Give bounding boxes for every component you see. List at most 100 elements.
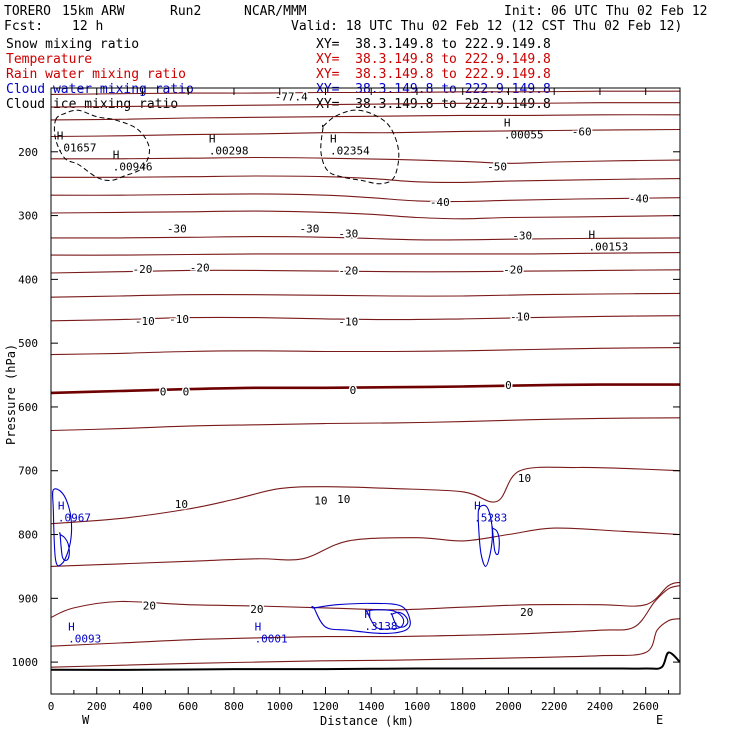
maximum-value: .01657 (57, 141, 97, 154)
y-tick-label: 1000 (12, 656, 39, 669)
maximum-value: .0093 (68, 633, 101, 646)
temperature-label: -10 (510, 311, 530, 324)
temperature-contour-m50 (51, 156, 680, 164)
temperature-contour-m55 (51, 128, 680, 138)
maximum-marker: H (209, 133, 216, 146)
x-tick-label: 1000 (266, 700, 293, 713)
temperature-contour-m60 (51, 114, 680, 121)
temperature-label: -77.4 (275, 91, 308, 104)
x-tick-label: 1600 (404, 700, 431, 713)
x-tick-label: 2400 (587, 700, 614, 713)
maximum-marker: H (113, 149, 120, 162)
temperature-label: -20 (190, 262, 210, 275)
temperature-labels: -77.4 -60 -50 -40 -40 -30 -30 -30 -30 -20 -20 -20 -2… (131, 89, 650, 620)
temperature-contour-m10 (51, 315, 680, 322)
y-tick-label: 700 (18, 465, 38, 478)
temperature-label: -20 (133, 263, 153, 276)
temperature-label: 10 (337, 493, 350, 506)
maximum-value: .00055 (504, 129, 544, 142)
field-name-cloud-ice: Cloud ice mixing ratio (6, 97, 179, 112)
field-xy-rain: XY= 38.3.149.8 to 222.9.149.8 (316, 67, 551, 82)
temperature-label: -20 (338, 265, 358, 278)
x-axis-title: Distance (km) (320, 714, 414, 728)
cloud-water-contours (51, 488, 500, 634)
x-tick-label: 2600 (632, 700, 659, 713)
temperature-contour-15 (51, 527, 680, 567)
temperature-label: -60 (572, 126, 592, 139)
y-axis-title: Pressure (hPa) (4, 344, 18, 445)
maximum-marker: H (255, 621, 262, 634)
grid-spacing: 15km ARW (62, 4, 125, 19)
temperature-label: -40 (629, 193, 649, 206)
cloud-water-contour-4 (311, 602, 411, 634)
maximum-value: .00946 (113, 161, 153, 174)
temperature-label: -40 (430, 196, 450, 209)
x-tick-label: 0 (48, 700, 55, 713)
temperature-label: -20 (503, 263, 523, 276)
maximum-marker: H (58, 499, 65, 512)
cloud-water-contour-2 (477, 504, 493, 567)
maximum-value: .5283 (474, 511, 507, 524)
run-label: Run2 (170, 4, 202, 19)
field-name-rain: Rain water mixing ratio (6, 67, 187, 82)
cloud-water-contour-6 (390, 611, 409, 628)
maximum-marker: H (364, 608, 371, 621)
maximum-value: .3138 (364, 620, 397, 633)
x-tick-label: 600 (178, 700, 198, 713)
temperature-contour-m40 (51, 193, 680, 203)
model-name: TORERO (4, 4, 51, 19)
terrain-line (50, 651, 681, 671)
x-tick-label: 1400 (358, 700, 385, 713)
maximum-marker: H (330, 133, 337, 146)
temperature-contour-0 (51, 383, 680, 395)
x-tick-label: 200 (87, 700, 107, 713)
west-label: W (82, 713, 90, 727)
temperature-contours (51, 90, 680, 668)
temperature-label: 10 (518, 472, 531, 485)
maximum-marker: H (68, 621, 75, 634)
temperature-contour-30 (51, 618, 680, 668)
init-time: Init: 06 UTC Thu 02 Feb 12 (504, 4, 708, 19)
maximum-value: .00153 (589, 240, 629, 253)
maximum-value: .0967 (58, 511, 91, 524)
maximum-marker: H (504, 117, 511, 130)
maximum-marker: H (589, 228, 596, 241)
maximum-value: .00298 (209, 145, 249, 158)
temperature-contour-20 (51, 581, 680, 619)
temperature-label: 10 (175, 498, 188, 511)
forecast-label: Fcst: (4, 19, 44, 34)
y-tick-label: 400 (18, 273, 38, 286)
temperature-label: 10 (314, 494, 327, 507)
y-tick-label: 200 (18, 146, 38, 159)
axes: 0 200 400 600 800 1000 1200 1400 1600 1800 2000 220… (12, 88, 680, 713)
maximum-value: .0001 (255, 633, 288, 646)
temperature-contour-5 (51, 417, 680, 432)
x-tick-label: 2000 (495, 700, 522, 713)
temperature-contour-25 (51, 585, 680, 647)
temperature-contour-m65 (51, 102, 680, 108)
organization: NCAR/MMM (244, 4, 307, 19)
snow-contour-1 (320, 109, 400, 185)
field-xy-snow: XY= 38.3.149.8 to 222.9.149.8 (316, 37, 551, 52)
field-name-snow: Snow mixing ratio (6, 37, 140, 52)
y-tick-label: 600 (18, 401, 38, 414)
field-name-temperature: Temperature (6, 52, 93, 67)
temperature-contour-m45 (51, 175, 680, 183)
maximum-marker: H (474, 499, 481, 512)
x-tick-label: 800 (224, 700, 244, 713)
field-xy-temperature: XY= 38.3.149.8 to 222.9.149.8 (316, 52, 551, 67)
cloud-water-contour-1 (59, 532, 70, 561)
temperature-label: -50 (487, 161, 507, 174)
terrain (50, 651, 681, 671)
temperature-label: -30 (300, 223, 320, 236)
snow-contours (53, 109, 400, 185)
x-tick-label: 400 (133, 700, 153, 713)
temperature-label: 0 (350, 384, 357, 397)
temperature-contour-10 (51, 466, 680, 525)
y-tick-label: 800 (18, 529, 38, 542)
temperature-label: 20 (520, 606, 533, 619)
temperature-label: -30 (338, 228, 358, 241)
y-tick-label: 900 (18, 592, 38, 605)
x-tick-label: 1800 (449, 700, 476, 713)
